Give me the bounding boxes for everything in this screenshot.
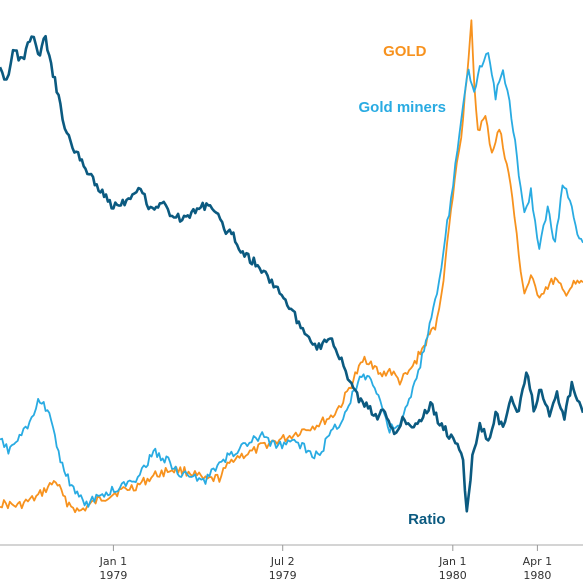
x-tick-label-line1: Jan 1 (99, 555, 127, 568)
x-tick-label-line1: Jul 2 (270, 555, 295, 568)
series-line-gold (0, 19, 583, 514)
series-layer (0, 19, 583, 514)
series-line-gold-miners (0, 52, 583, 508)
x-tick-label-line2: 1980 (439, 569, 467, 582)
series-labels: GOLD Gold miners Ratio (359, 43, 447, 528)
series-label-gold-miners: Gold miners (359, 99, 447, 116)
x-tick-label-line2: 1979 (99, 569, 127, 582)
x-tick-label-line2: 1979 (269, 569, 297, 582)
x-tick-label-line2: 1980 (523, 569, 551, 582)
series-label-gold: GOLD (383, 43, 426, 60)
series-label-ratio: Ratio (408, 511, 446, 528)
x-tick-label-line1: Jan 1 (438, 555, 466, 568)
series-line-ratio (0, 34, 583, 513)
x-tick-label-line1: Apr 1 (523, 555, 553, 568)
